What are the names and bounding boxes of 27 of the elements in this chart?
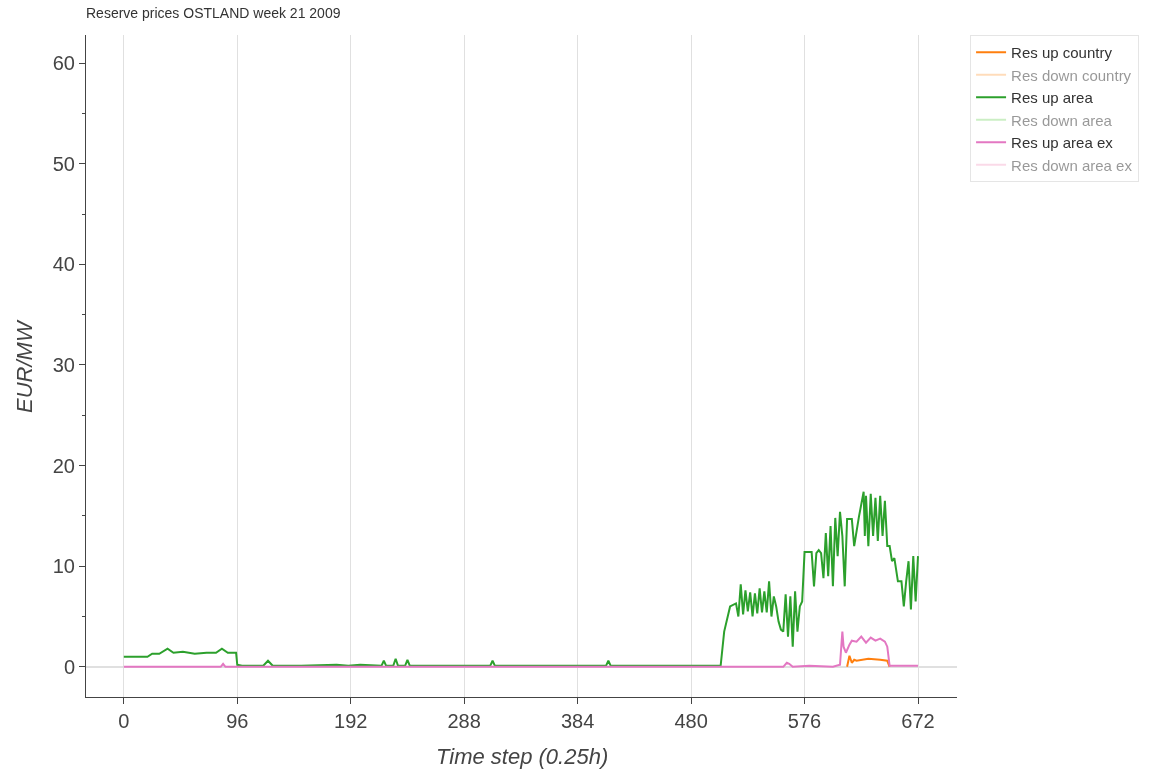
y-axis-title: EUR/MW [12,319,37,413]
chart-title: Reserve prices OSTLAND week 21 2009 [86,4,341,21]
legend-label: Res up country [1011,44,1113,62]
legend-label: Res down area ex [1011,156,1133,174]
x-axis-title: Time step (0.25h) [436,744,609,769]
y-tick-label: 60 [52,52,75,75]
y-tick-label: 30 [52,353,75,376]
x-tick-label: 576 [787,710,822,732]
line-series [846,654,891,668]
x-tick-label: 96 [226,710,249,732]
y-tick-label: 40 [52,253,75,276]
y-tick-label: 10 [52,555,75,578]
x-tick-label: 480 [674,710,708,732]
x-tick-label: 0 [118,710,130,732]
legend-label: Res up area [1011,89,1094,107]
x-tick-label: 384 [560,710,595,732]
x-tick-label: 672 [901,710,935,732]
legend-label: Res down area [1011,111,1113,129]
y-tick-label: 0 [63,655,75,678]
x-tick-label: 192 [334,710,368,732]
legend-label: Res down country [1011,66,1132,84]
y-tick-label: 20 [52,454,75,477]
x-tick-label: 288 [447,710,481,732]
legend-label: Res up area ex [1011,134,1114,152]
line-series [122,630,919,668]
line-series [122,490,919,667]
y-tick-label: 50 [52,152,75,175]
